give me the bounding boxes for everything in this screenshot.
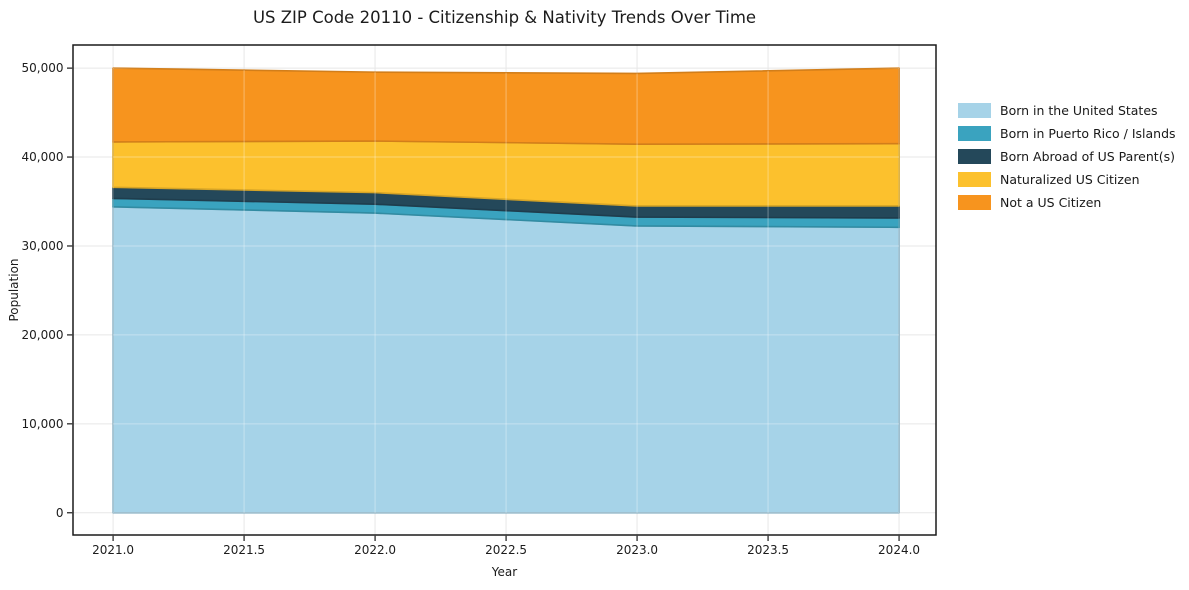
legend-label: Born in Puerto Rico / Islands (1000, 126, 1176, 141)
y-tick-label: 40,000 (22, 150, 64, 164)
x-axis-label: Year (491, 565, 518, 579)
y-tick-label: 0 (56, 506, 64, 520)
x-tick-label: 2024.0 (878, 543, 920, 557)
y-tick-label: 20,000 (22, 328, 64, 342)
y-tick-label: 30,000 (22, 239, 64, 253)
legend-swatch (958, 171, 991, 188)
tick-marks (67, 67, 900, 541)
plot-border (72, 44, 937, 536)
x-tick-label: 2023.0 (616, 543, 658, 557)
y-tick-label: 50,000 (22, 61, 64, 75)
x-tick-label: 2022.0 (354, 543, 396, 557)
x-tick-label: 2023.5 (747, 543, 789, 557)
legend-label: Born in the United States (1000, 103, 1158, 118)
x-tick-label: 2022.5 (485, 543, 527, 557)
legend-swatch (958, 148, 991, 165)
legend-item-3: Naturalized US Citizen (958, 168, 1176, 191)
legend-item-2: Born Abroad of US Parent(s) (958, 145, 1176, 168)
legend-swatch (958, 125, 991, 142)
legend-item-1: Born in Puerto Rico / Islands (958, 122, 1176, 145)
area-series-4 (112, 67, 900, 145)
chart-title: US ZIP Code 20110 - Citizenship & Nativi… (252, 8, 757, 27)
legend-item-4: Not a US Citizen (958, 191, 1176, 214)
legend-item-0: Born in the United States (958, 99, 1176, 122)
legend-label: Born Abroad of US Parent(s) (1000, 149, 1175, 164)
y-axis-label: Population (7, 258, 21, 322)
y-tick-label: 10,000 (22, 417, 64, 431)
x-tick-label: 2021.5 (223, 543, 265, 557)
legend-label: Not a US Citizen (1000, 195, 1102, 210)
legend-label: Naturalized US Citizen (1000, 172, 1140, 187)
legend-swatch (958, 194, 991, 211)
x-tick-label: 2021.0 (92, 543, 134, 557)
legend: Born in the United States Born in Puerto … (958, 99, 1176, 214)
legend-swatch (958, 102, 991, 119)
